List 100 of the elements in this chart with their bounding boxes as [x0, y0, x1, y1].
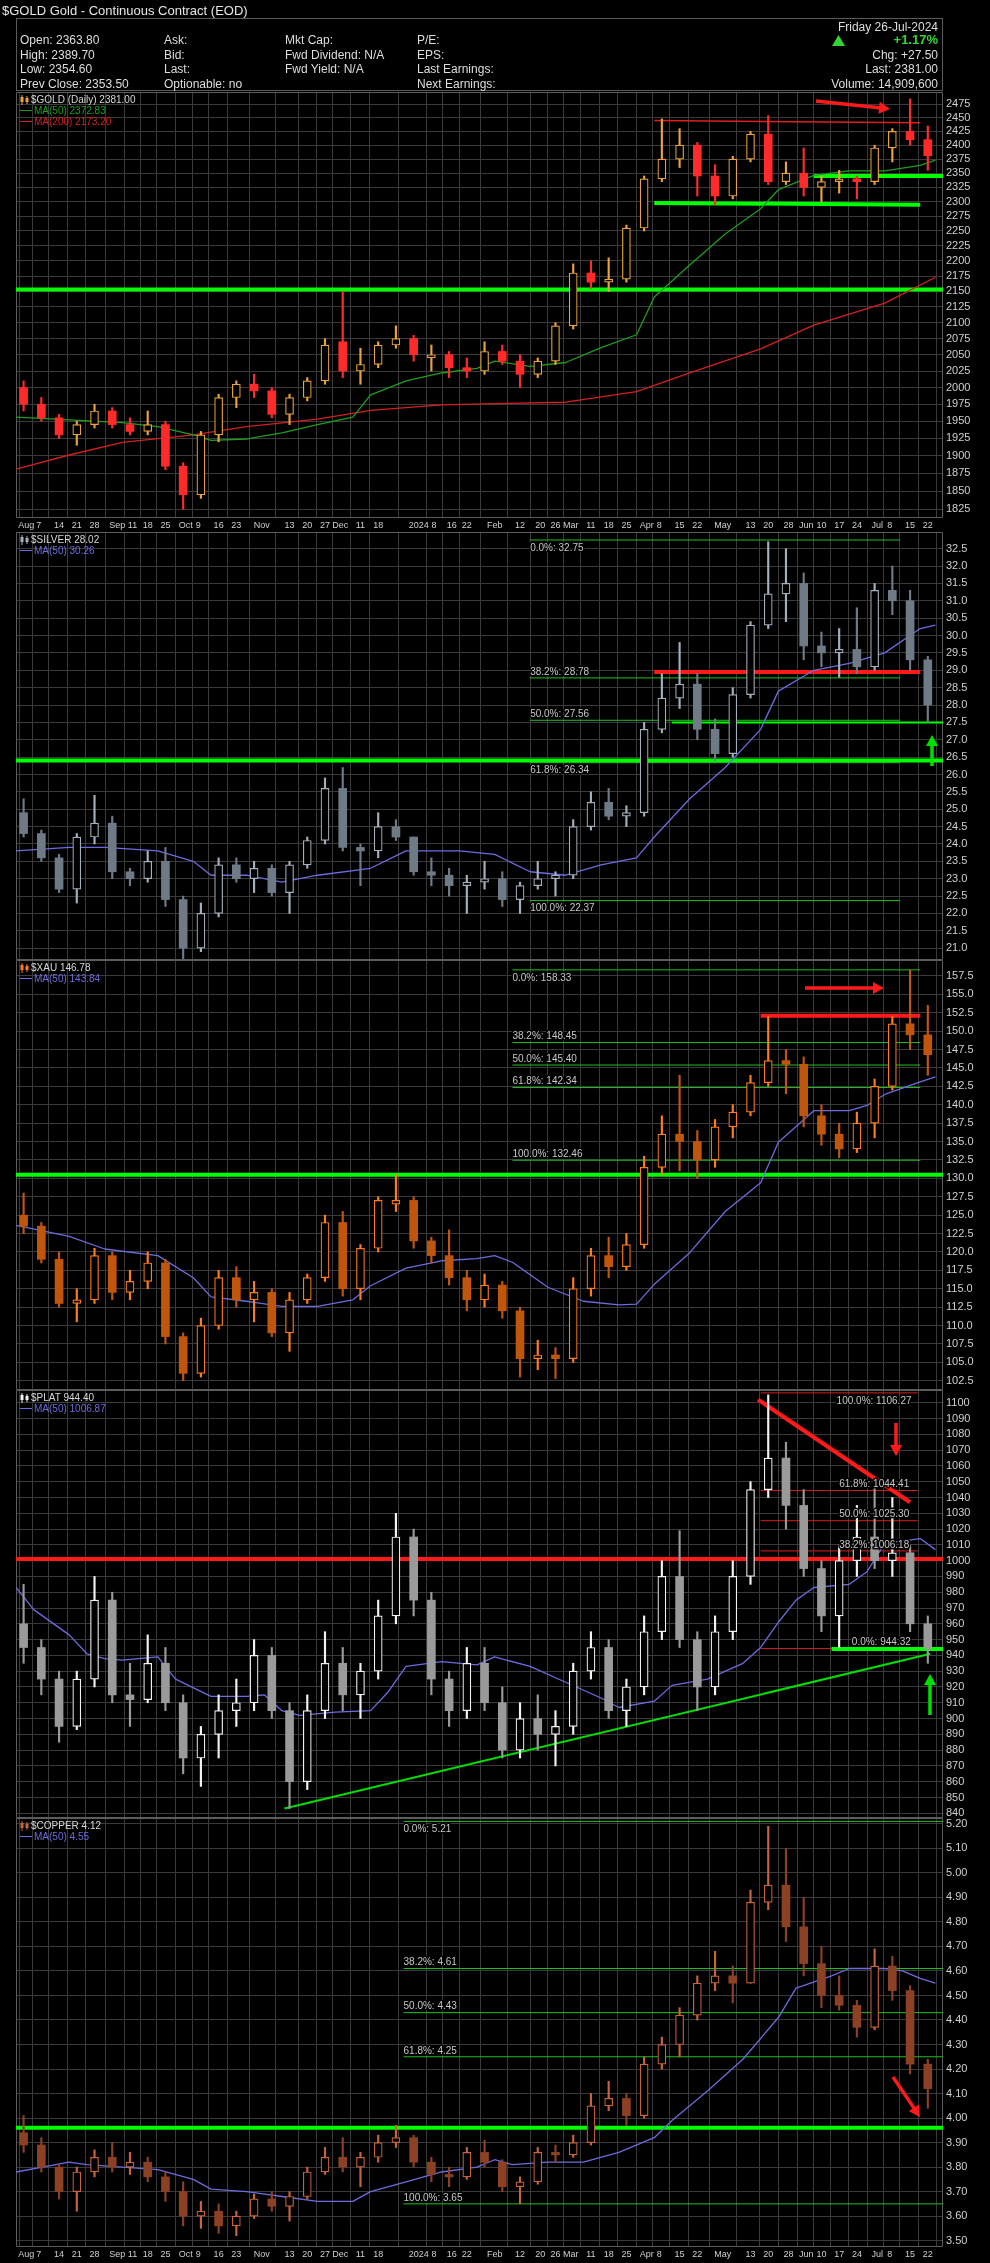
y-tick-label: 1950	[946, 414, 971, 427]
y-tick-label: 2225	[946, 238, 971, 251]
y-tick-label: 850	[946, 1790, 965, 1803]
text: Ask:	[164, 33, 188, 47]
x-tick-label: 17	[834, 2248, 845, 2259]
y-tick-label: 21.5	[946, 923, 968, 936]
x-tick-label: 11	[127, 519, 138, 530]
annotation: 100.0%: 22.37	[530, 902, 596, 914]
y-tick-label: 2425	[946, 124, 971, 137]
x-tick-label: 16	[213, 519, 224, 530]
legend-label: $COPPER 4.12	[31, 1820, 102, 1831]
y-tick-label: 110.0	[946, 1318, 973, 1331]
y-tick-label: 840	[946, 1806, 965, 1819]
x-tick-label: 9	[195, 2248, 201, 2259]
y-tick-label: 2400	[946, 138, 971, 151]
y-tick-label: 32.0	[946, 559, 968, 572]
y-tick-label: 1825	[946, 502, 971, 515]
y-tick-label: 3.70	[946, 2184, 968, 2197]
x-tick-label: 23	[231, 2248, 242, 2259]
text: Open: 2363.80	[20, 33, 100, 47]
annotation: 38.2%: 4.61	[403, 1956, 458, 1968]
x-tick-label: 8	[431, 2248, 437, 2259]
x-tick-label: Mar	[562, 519, 579, 530]
y-tick-label: 4.30	[946, 2037, 968, 2050]
y-tick-label: 22.5	[946, 889, 968, 902]
x-tick-label: 11	[355, 2248, 366, 2259]
x-tick-label: 13	[284, 519, 295, 530]
y-tick-label: 29.0	[946, 663, 968, 676]
y-tick-label: 980	[946, 1585, 965, 1598]
x-tick-label: 25	[160, 519, 171, 530]
x-tick-label: Nov	[253, 519, 271, 530]
y-tick-label: 27.0	[946, 732, 968, 745]
y-tick-label: 27.5	[946, 715, 968, 728]
annotation: 38.2%: 148.45	[512, 1030, 578, 1042]
y-tick-label: 2375	[946, 152, 971, 165]
x-tick-label: 8	[887, 519, 893, 530]
x-tick-label: 16	[446, 2248, 457, 2259]
y-tick-label: 1040	[946, 1490, 971, 1503]
y-tick-label: 2350	[946, 166, 971, 179]
y-tick-label: 1050	[946, 1474, 971, 1487]
y-tick-label: 150.0	[946, 1024, 974, 1037]
y-tick-label: 4.40	[946, 2013, 968, 2026]
x-tick-label: 7	[36, 519, 42, 530]
y-tick-label: 30.5	[946, 611, 968, 624]
legend-label: $GOLD (Daily) 2381.00	[31, 94, 136, 105]
annotation: 61.8%: 142.34	[512, 1075, 578, 1087]
annotation: 61.8%: 26.34	[530, 764, 590, 776]
x-tick-label: 22	[922, 519, 933, 530]
y-tick-label: 2025	[946, 364, 971, 377]
y-tick-label: 127.5	[946, 1189, 974, 1202]
y-tick-label: 950	[946, 1632, 965, 1645]
y-tick-label: 135.0	[946, 1134, 974, 1147]
y-tick-label: 31.5	[946, 576, 968, 589]
x-tick-label: 22	[461, 2248, 472, 2259]
y-tick-label: 900	[946, 1711, 965, 1724]
y-tick-label: 2450	[946, 110, 971, 123]
x-tick-label: 25	[160, 2248, 171, 2259]
annotation: 0.0%: 944.32	[851, 1636, 912, 1648]
y-tick-label: 910	[946, 1695, 965, 1708]
y-tick-label: 1000	[946, 1553, 971, 1566]
text: High: 2389.70	[20, 48, 95, 62]
text: $GOLD Gold - Continuous Contract (EOD)	[2, 3, 248, 18]
y-tick-label: 102.5	[946, 1373, 974, 1386]
text: Volume: 14,909,600	[831, 77, 938, 91]
annotation: 0.0%: 158.33	[512, 971, 572, 983]
text: Mkt Cap:	[285, 33, 334, 47]
x-tick-label: 13	[745, 519, 756, 530]
x-tick-label: 10	[816, 519, 827, 530]
x-tick-label: 7	[36, 2248, 42, 2259]
y-tick-label: 122.5	[946, 1226, 974, 1239]
legend-label: MA(50) 1006.87	[34, 1403, 106, 1414]
legend-label: MA(50) 30.26	[34, 545, 95, 556]
x-tick-label: 16	[213, 2248, 224, 2259]
x-tick-label: 12	[515, 2248, 526, 2259]
y-tick-label: 130.0	[946, 1171, 974, 1184]
x-tick-label: 20	[302, 2248, 313, 2259]
x-tick-label: Nov	[253, 2248, 271, 2259]
text: Next Earnings:	[417, 77, 496, 91]
x-tick-label: Dec	[332, 519, 349, 530]
annotation: 100.0%: 3.65	[403, 2191, 463, 2203]
y-tick-label: 28.0	[946, 698, 968, 711]
text: Low: 2354.60	[20, 62, 93, 76]
x-tick-label: 13	[284, 2248, 295, 2259]
text: +1.17%	[893, 32, 938, 47]
x-tick-label: May	[714, 2248, 732, 2259]
x-tick-label: 28	[89, 519, 100, 530]
x-tick-label: 23	[231, 519, 242, 530]
y-tick-label: 2275	[946, 209, 971, 222]
text: Bid:	[164, 48, 185, 62]
x-tick-label: 12	[515, 519, 526, 530]
x-tick-label: Mar	[562, 2248, 579, 2259]
legend-label: MA(200) 2173.20	[34, 116, 112, 127]
legend-label: MA(50) 4.55	[34, 1831, 90, 1842]
y-tick-label: 23.5	[946, 854, 968, 867]
annotation: 0.0%: 5.21	[403, 1823, 452, 1835]
y-tick-label: 2100	[946, 315, 971, 328]
text: Chg: +27.50	[872, 48, 938, 62]
text: Last Earnings:	[417, 62, 494, 76]
x-tick-label: 2024	[408, 519, 429, 530]
y-tick-label: 1100	[946, 1395, 970, 1408]
